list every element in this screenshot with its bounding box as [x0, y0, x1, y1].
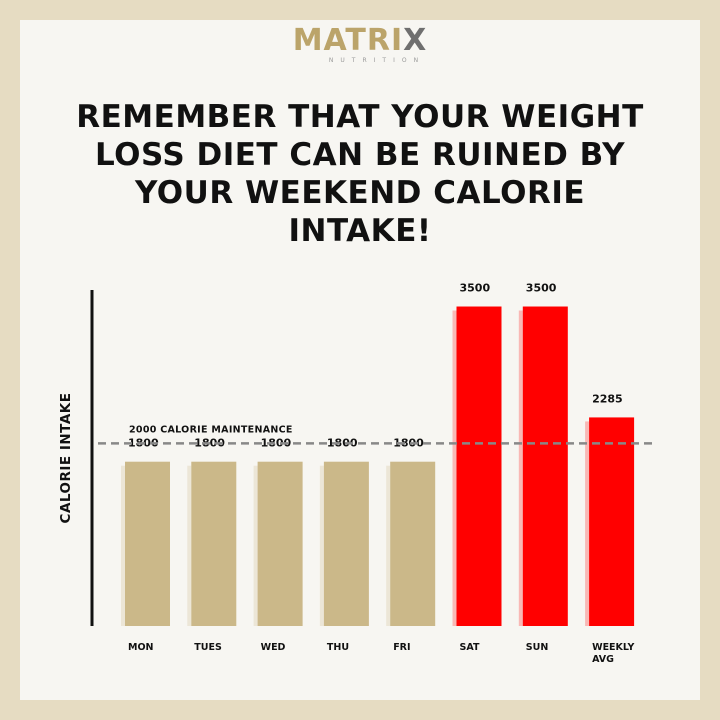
bar-shadow-1	[187, 465, 192, 626]
bar-6	[522, 306, 568, 626]
x-tick-label-3: THU	[327, 642, 349, 653]
x-tick-label-1: TUES	[194, 642, 222, 653]
bar-0	[125, 461, 170, 626]
bar-value-label-5: 3500	[460, 282, 491, 295]
bar-shadow-2	[253, 465, 258, 626]
bar-4	[390, 461, 436, 626]
brand-x-mark: X	[403, 23, 428, 58]
bar-value-label-6: 3500	[526, 282, 557, 295]
bar-shadow-5	[452, 310, 457, 626]
bar-shadow-0	[121, 465, 125, 626]
brand-tagline: NUTRITION	[328, 57, 426, 64]
brand-name: MATRIX	[292, 23, 428, 58]
bar-value-label-7: 2285	[592, 392, 623, 405]
bar-shadow-6	[518, 310, 523, 626]
bar-1	[191, 461, 237, 626]
maintenance-line-label: 2000 CALORIE MAINTENANCE	[129, 424, 293, 435]
x-tick-label-6: SUN	[526, 642, 549, 653]
x-tick-label-7-1: AVG	[592, 654, 614, 665]
bar-value-label-2: 1800	[261, 437, 292, 450]
bar-shadow-3	[319, 465, 324, 626]
x-tick-label-2: WED	[261, 642, 286, 653]
bar-shadow-7	[585, 421, 590, 626]
bar-value-label-4: 1800	[393, 437, 424, 450]
bar-3	[323, 461, 369, 626]
y-axis-label: CALORIE INTAKE	[58, 393, 74, 524]
bar-7	[589, 417, 635, 626]
bar-5	[456, 306, 502, 626]
x-tick-label-0: MON	[128, 642, 154, 653]
bar-2	[257, 461, 303, 626]
bar-value-label-3: 1800	[327, 437, 358, 450]
bar-shadow-4	[386, 465, 391, 626]
brand-logo: MATRIX NUTRITION	[0, 23, 720, 65]
x-tick-label-7-0: WEEKLY	[592, 642, 634, 653]
page-title: REMEMBER THAT YOUR WEIGHT LOSS DIET CAN …	[76, 99, 644, 249]
x-tick-label-5: SAT	[460, 642, 480, 653]
x-tick-label-4: FRI	[393, 642, 410, 653]
